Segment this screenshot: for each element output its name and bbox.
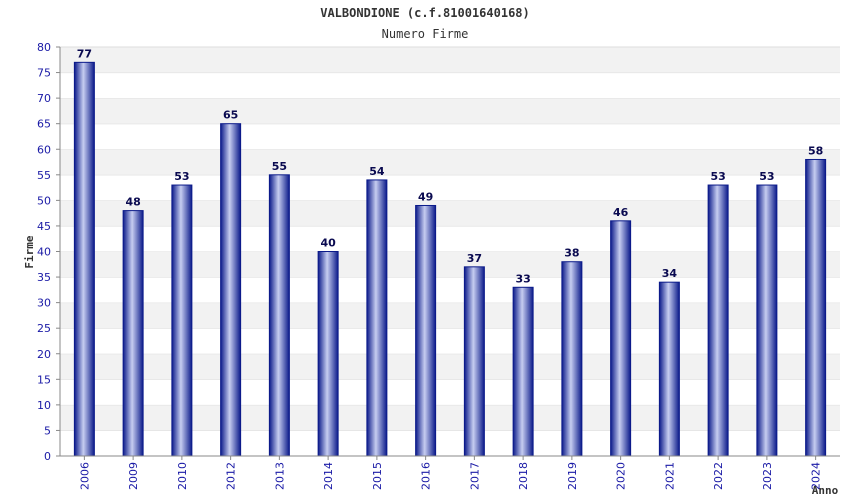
data-label: 34 <box>662 267 678 280</box>
x-tick-label: 2022 <box>712 462 725 490</box>
y-axis-ticks: 0 5 10 15 20 25 30 35 40 45 50 55 60 65 70 75 80 <box>37 41 60 463</box>
x-tick-label: 2024 <box>810 462 823 490</box>
chart-subtitle: Numero Firme <box>382 27 469 41</box>
bar <box>707 184 729 457</box>
data-label: 49 <box>418 190 433 203</box>
x-tick-label: 2014 <box>322 462 335 490</box>
data-label: 46 <box>613 206 629 219</box>
x-tick-label: 2013 <box>273 462 286 490</box>
data-label: 37 <box>467 252 482 265</box>
y-tick-label: 80 <box>37 41 51 54</box>
x-tick-label: 2006 <box>78 462 91 490</box>
data-label: 53 <box>710 170 725 183</box>
chart-title: VALBONDIONE (c.f.81001640168) <box>320 6 530 20</box>
y-tick-label: 40 <box>37 246 51 259</box>
bar <box>561 261 583 457</box>
y-tick-label: 50 <box>37 194 51 207</box>
bar <box>317 251 339 457</box>
grid-band <box>60 98 840 124</box>
y-tick-label: 10 <box>37 399 51 412</box>
bars: 77 48 53 65 55 40 54 49 37 33 38 46 34 53 53 58 <box>73 47 827 457</box>
x-tick-label: 2015 <box>371 462 384 490</box>
bar <box>268 174 290 457</box>
x-tick-label: 2009 <box>127 462 140 490</box>
data-label: 48 <box>125 196 140 209</box>
data-label: 55 <box>272 160 287 173</box>
y-tick-label: 0 <box>44 450 51 463</box>
bar <box>658 281 680 457</box>
x-tick-label: 2020 <box>615 462 628 490</box>
grid-band <box>60 123 840 150</box>
bar <box>512 286 534 457</box>
data-label: 65 <box>223 109 238 122</box>
bar <box>220 123 242 457</box>
y-tick-label: 25 <box>37 322 51 335</box>
bar <box>366 179 388 457</box>
bar <box>805 158 827 457</box>
data-label: 40 <box>320 237 336 250</box>
x-tick-label: 2021 <box>663 462 676 490</box>
bar <box>171 184 193 457</box>
bar <box>463 266 485 457</box>
bar <box>73 61 95 457</box>
bar <box>756 184 778 457</box>
data-label: 33 <box>515 272 530 285</box>
bar <box>415 204 437 457</box>
data-label: 38 <box>564 247 579 260</box>
data-label: 53 <box>759 170 774 183</box>
data-label: 58 <box>808 144 823 157</box>
y-tick-label: 55 <box>37 169 51 182</box>
y-tick-label: 5 <box>44 424 51 437</box>
y-tick-label: 45 <box>37 220 51 233</box>
x-tick-label: 2019 <box>566 462 579 490</box>
y-tick-label: 60 <box>37 143 51 156</box>
x-tick-label: 2016 <box>420 462 433 490</box>
grid-band <box>60 149 840 175</box>
y-tick-label: 20 <box>37 348 51 361</box>
grid-band <box>60 47 840 73</box>
y-tick-label: 65 <box>37 118 51 131</box>
x-tick-label: 2010 <box>176 462 189 490</box>
data-label: 77 <box>77 47 92 60</box>
x-tick-label: 2023 <box>761 462 774 490</box>
x-tick-label: 2017 <box>468 462 481 490</box>
bar <box>122 210 144 457</box>
data-label: 53 <box>174 170 189 183</box>
y-tick-label: 75 <box>37 67 51 80</box>
x-tick-label: 2018 <box>517 462 530 490</box>
y-tick-label: 70 <box>37 92 51 105</box>
y-axis-label: Firme <box>23 235 36 268</box>
data-label: 54 <box>369 165 385 178</box>
bar <box>610 220 632 457</box>
x-tick-label: 2012 <box>225 462 238 490</box>
y-tick-label: 15 <box>37 373 51 386</box>
x-axis-ticks: 2006 2009 2010 2012 2013 2014 2015 2016 2017 2018… <box>78 456 823 490</box>
y-tick-label: 35 <box>37 271 51 284</box>
grid-band <box>60 72 840 99</box>
y-tick-label: 30 <box>37 297 51 310</box>
x-axis-label: Anno <box>812 484 839 497</box>
